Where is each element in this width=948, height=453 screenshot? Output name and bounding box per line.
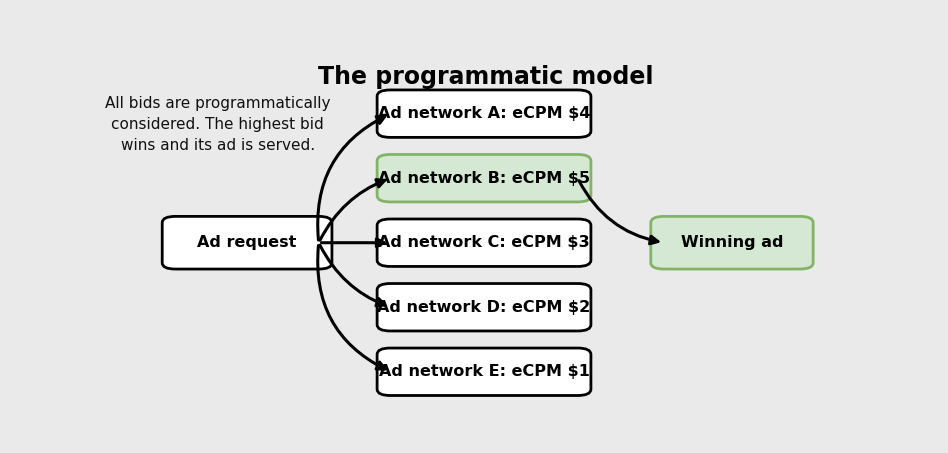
FancyBboxPatch shape [377, 90, 591, 137]
FancyBboxPatch shape [650, 217, 813, 269]
Text: Ad request: Ad request [197, 235, 297, 250]
Text: Ad network C: eCPM $3: Ad network C: eCPM $3 [378, 235, 590, 250]
FancyBboxPatch shape [377, 219, 591, 266]
Text: Winning ad: Winning ad [681, 235, 783, 250]
FancyBboxPatch shape [377, 348, 591, 395]
Text: The programmatic model: The programmatic model [319, 65, 653, 89]
FancyBboxPatch shape [377, 154, 591, 202]
FancyBboxPatch shape [162, 217, 332, 269]
Text: Ad network A: eCPM $4: Ad network A: eCPM $4 [377, 106, 591, 121]
Text: All bids are programmatically
considered. The highest bid
wins and its ad is ser: All bids are programmatically considered… [105, 96, 331, 153]
Text: Ad network B: eCPM $5: Ad network B: eCPM $5 [378, 171, 590, 186]
Text: Ad network D: eCPM $2: Ad network D: eCPM $2 [377, 300, 591, 315]
Text: Ad network E: eCPM $1: Ad network E: eCPM $1 [378, 364, 590, 379]
FancyBboxPatch shape [377, 284, 591, 331]
